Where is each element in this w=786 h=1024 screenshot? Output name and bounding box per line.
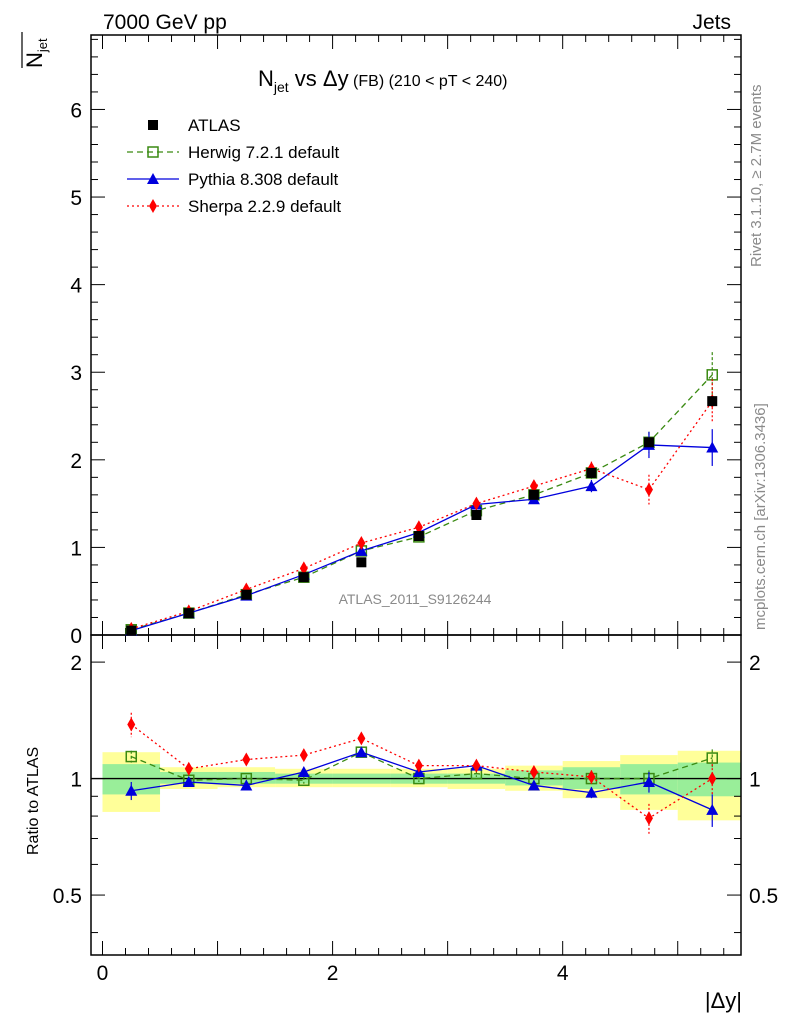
herwig-ratio-point (125, 750, 138, 763)
y-tick-label: 1 (70, 537, 82, 560)
atlas-point (126, 625, 137, 636)
chart-title-vs: vs Δy (289, 66, 349, 91)
pythia-ratio-point (585, 786, 598, 798)
y-axis-label-sub: jet (35, 38, 50, 53)
sherpa-ratio-point (299, 748, 308, 763)
sherpa-ratio-point (184, 761, 193, 776)
legend-marker-herwig (147, 146, 159, 158)
pythia-ratio-point (642, 775, 655, 787)
atlas-point (586, 467, 597, 478)
pythia-ratio-point (182, 775, 195, 787)
chart-title-main: N (258, 66, 274, 91)
x-tick-label: 2 (327, 962, 339, 985)
atlas-point (241, 589, 252, 600)
pythia-ratio-point (297, 765, 310, 777)
pythia-ratio-point (125, 784, 138, 796)
axis-ticks (91, 35, 741, 955)
sherpa-ratio-point (644, 811, 653, 826)
ratio-y-axis-label: Ratio to ATLAS (25, 747, 42, 855)
y-axis-label: Njet (21, 32, 50, 68)
legend-label-herwig: Herwig 7.2.1 default (188, 143, 339, 162)
atlas-point (707, 396, 718, 407)
ratio-tick-label: 1 (749, 769, 761, 792)
y-axis-label-text: Njet (22, 38, 50, 68)
pythia-ratio-point (706, 803, 719, 815)
pythia-ratio-point (355, 746, 368, 758)
atlas-point (356, 557, 367, 568)
legend: ATLAS Herwig 7.2.1 default Pythia 8.308 de… (127, 116, 341, 216)
y-tick-label: 6 (70, 99, 82, 122)
sherpa-ratio-point (127, 717, 136, 732)
y-tick-label: 5 (70, 187, 82, 210)
sherpa-point (299, 561, 308, 576)
sherpa-ratio-line (130, 723, 713, 819)
axis-tick-labels: 0 2 4 0 1 2 3 4 5 6 0.5 0.5 1 1 2 2 (53, 99, 778, 985)
legend-marker-sherpa (149, 199, 157, 213)
legend-marker-atlas (148, 120, 158, 130)
legend-label-atlas: ATLAS (188, 116, 241, 135)
pythia-ratio-point (527, 779, 540, 791)
sherpa-ratio-point (472, 758, 481, 773)
sherpa-ratio-point (414, 758, 423, 773)
atlas-point (528, 489, 539, 500)
sherpa-point (529, 479, 538, 494)
y-tick-label: 4 (70, 275, 82, 298)
legend-marker-pythia (147, 173, 159, 184)
ratio-frame (90, 634, 742, 956)
sherpa-ratio-point (708, 771, 717, 786)
chart-title-sub: jet (273, 79, 289, 95)
legend-label-sherpa: Sherpa 2.2.9 default (188, 197, 341, 216)
sherpa-ratio-point (529, 764, 538, 779)
chart-title-range: (210 < pT < 240) (384, 73, 507, 90)
legend-label-pythia: Pythia 8.308 default (188, 170, 339, 189)
x-tick-label: 4 (557, 962, 569, 985)
sherpa-ratio-point (587, 769, 596, 784)
header-right: Jets (692, 11, 731, 34)
x-axis-label: |Δy| (705, 988, 742, 1013)
ratio-tick-label: 2 (70, 652, 82, 675)
ratio-tick-label: 0.5 (749, 885, 778, 908)
pythia-ratio-point (240, 779, 253, 791)
chart-title-fb: (FB) (349, 73, 385, 90)
x-tick-label: 0 (97, 962, 109, 985)
sherpa-point (472, 496, 481, 511)
herwig-ratio-point (706, 752, 718, 764)
atlas-point (183, 608, 194, 619)
atlas-point (413, 531, 424, 542)
y-tick-label: 0 (70, 625, 82, 648)
atlas-point (643, 437, 654, 448)
analysis-watermark: ATLAS_2011_S9126244 (339, 591, 492, 607)
herwig-ratio-line (131, 751, 713, 781)
sherpa-ratio-point (357, 731, 366, 746)
y-tick-label: 3 (70, 362, 82, 385)
sherpa-point (644, 482, 653, 497)
sherpa-point (357, 536, 366, 551)
ratio-tick-label: 0.5 (53, 885, 82, 908)
sherpa-point (414, 520, 423, 535)
ratio-tick-label: 1 (70, 769, 82, 792)
pythia-point (355, 544, 368, 556)
y-tick-label: 2 (70, 450, 82, 473)
main-series (125, 352, 719, 636)
y-axis-label-main: N (22, 52, 47, 68)
chart-title: Njet vs Δy (FB) (210 < pT < 240) (258, 66, 508, 95)
side-label-mcplots: mcplots.cern.ch [arXiv:1306.3436] (752, 403, 769, 630)
pythia-point (706, 441, 719, 453)
header-left: 7000 GeV pp (103, 11, 227, 34)
atlas-point (471, 510, 482, 520)
side-label-rivet: Rivet 3.1.10, ≥ 2.7M events (748, 85, 765, 268)
atlas-point (298, 572, 309, 583)
ratio-series (125, 712, 719, 834)
sherpa-ratio-point (242, 752, 251, 767)
pythia-point (585, 480, 598, 492)
ratio-tick-label: 2 (749, 652, 761, 675)
